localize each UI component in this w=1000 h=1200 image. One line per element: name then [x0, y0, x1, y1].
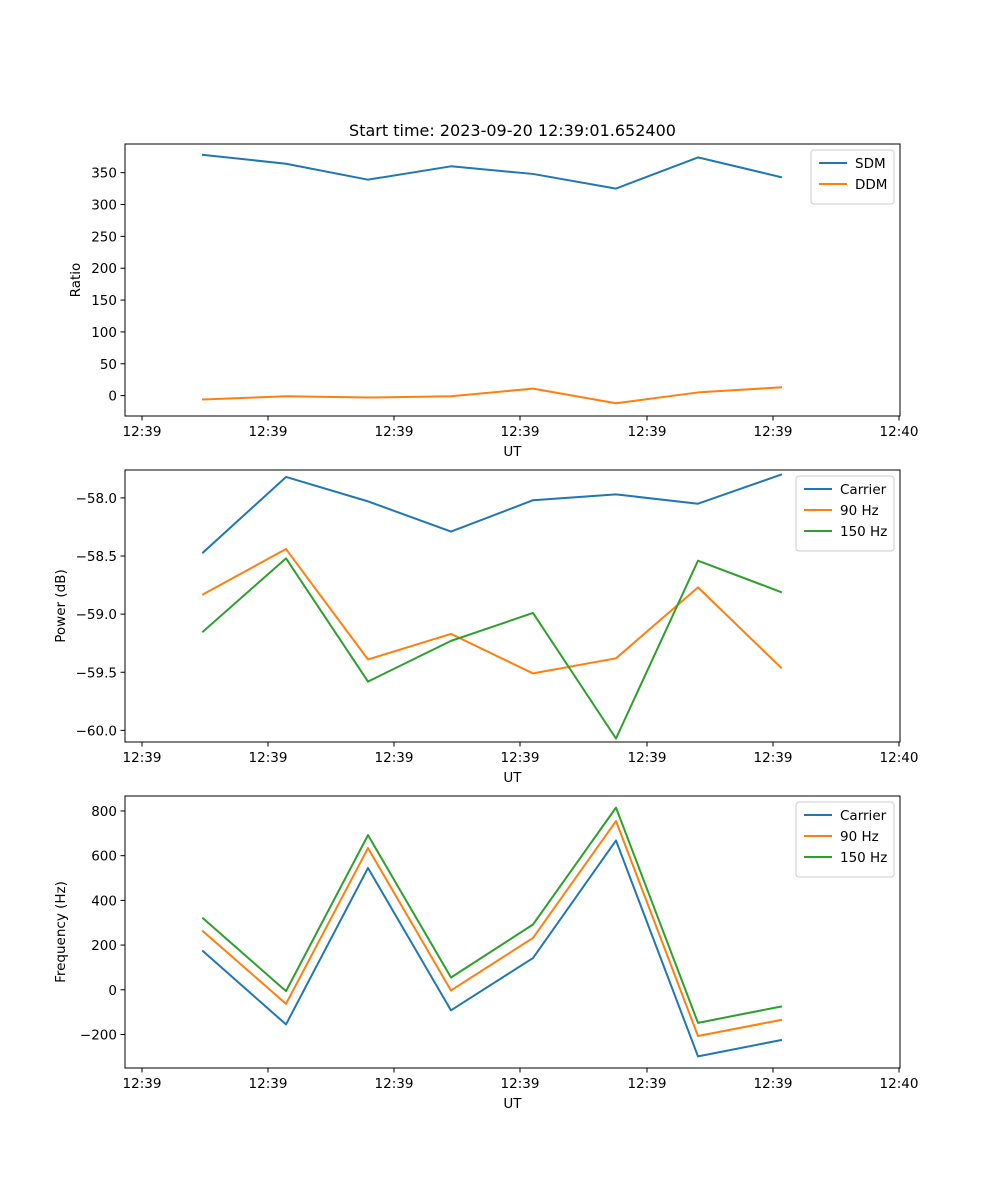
x-tick-label: 12:39 — [249, 750, 288, 766]
legend-label-150-hz: 150 Hz — [840, 524, 887, 540]
y-axis-label: Frequency (Hz) — [53, 881, 69, 983]
y-tick-label: −59.0 — [76, 607, 117, 623]
x-tick-label: 12:39 — [375, 750, 414, 766]
y-tick-label: 150 — [91, 293, 117, 309]
series-line-150-hz — [201, 806, 783, 1024]
x-tick-label: 12:39 — [754, 424, 793, 440]
y-tick-label: 200 — [91, 938, 117, 954]
x-tick-label: 12:39 — [249, 1076, 288, 1092]
legend-label-carrier: Carrier — [840, 808, 887, 824]
y-tick-label: 200 — [91, 261, 117, 277]
y-tick-label: −58.0 — [76, 491, 117, 507]
x-tick-label: 12:39 — [123, 1076, 162, 1092]
legend: Carrier 90 Hz 150 Hz — [795, 475, 895, 552]
x-tick-label: 12:39 — [375, 424, 414, 440]
series-line-150-hz — [201, 557, 783, 740]
subplot-3: 12:39 12:39 12:39 12:39 12:39 12:39 12:40 −200 0… — [53, 795, 919, 1112]
x-tick-label: 12:39 — [628, 750, 667, 766]
series-line-90-hz — [201, 548, 783, 675]
x-tick-label: 12:39 — [123, 424, 162, 440]
y-tick-label: −200 — [80, 1027, 117, 1043]
legend-label-sdm: SDM — [855, 156, 886, 172]
axes-frame — [124, 795, 901, 1069]
y-tick-label: 100 — [91, 325, 117, 341]
subplot-1: 12:39 12:39 12:39 12:39 12:39 12:39 12:40 0 50 10… — [68, 143, 919, 460]
legend-box — [795, 475, 895, 552]
legend-label-ddm: DDM — [855, 177, 887, 193]
x-tick-label: 12:39 — [501, 424, 540, 440]
y-tick-label: 300 — [91, 198, 117, 214]
legend-label-90-hz: 90 Hz — [840, 503, 879, 519]
subplots: 12:39 12:39 12:39 12:39 12:39 12:39 12:40 0 50 10… — [53, 143, 919, 1112]
x-tick-label: 12:39 — [249, 424, 288, 440]
y-tick-label: 50 — [100, 357, 117, 373]
y-tick-label: −60.0 — [76, 723, 117, 739]
y-tick-label: 600 — [91, 849, 117, 865]
subplot-2: 12:39 12:39 12:39 12:39 12:39 12:39 12:40 −58.0… — [53, 469, 919, 786]
x-tick-label: 12:39 — [375, 1076, 414, 1092]
x-tick-label: 12:39 — [754, 1076, 793, 1092]
y-tick-label: 350 — [91, 166, 117, 182]
series-line-90-hz — [201, 820, 783, 1038]
figure-title: Start time: 2023-09-20 12:39:01.652400 — [349, 121, 676, 140]
axes-frame — [124, 469, 901, 743]
legend-label-carrier: Carrier — [840, 482, 887, 498]
x-tick-label: 12:39 — [628, 1076, 667, 1092]
series-line-carrier — [201, 839, 783, 1058]
y-tick-label: 0 — [108, 389, 117, 405]
x-axis-label: UT — [503, 770, 522, 786]
axes-frame — [124, 143, 901, 417]
x-tick-label: 12:40 — [880, 750, 919, 766]
y-tick-label: −58.5 — [76, 549, 117, 565]
y-tick-label: 250 — [91, 229, 117, 245]
x-tick-label: 12:39 — [123, 750, 162, 766]
y-tick-label: 800 — [91, 804, 117, 820]
y-tick-label: −59.5 — [76, 665, 117, 681]
y-tick-label: 0 — [108, 983, 117, 999]
x-tick-label: 12:39 — [501, 750, 540, 766]
legend-label-150-hz: 150 Hz — [840, 850, 887, 866]
x-axis-label: UT — [503, 444, 522, 460]
y-axis-label: Ratio — [68, 263, 84, 298]
x-tick-label: 12:39 — [501, 1076, 540, 1092]
x-tick-label: 12:40 — [880, 1076, 919, 1092]
legend-label-90-hz: 90 Hz — [840, 829, 879, 845]
legend: Carrier 90 Hz 150 Hz — [795, 801, 895, 878]
legend: SDM DDM — [810, 149, 895, 205]
x-tick-label: 12:39 — [754, 750, 793, 766]
y-tick-label: 400 — [91, 893, 117, 909]
x-tick-label: 12:40 — [880, 424, 919, 440]
x-tick-label: 12:39 — [628, 424, 667, 440]
legend-box — [795, 801, 895, 878]
series-line-sdm — [201, 153, 783, 190]
x-axis-label: UT — [503, 1096, 522, 1112]
series-line-carrier — [201, 473, 783, 554]
series-line-ddm — [201, 386, 783, 405]
y-axis-label: Power (dB) — [53, 569, 69, 642]
